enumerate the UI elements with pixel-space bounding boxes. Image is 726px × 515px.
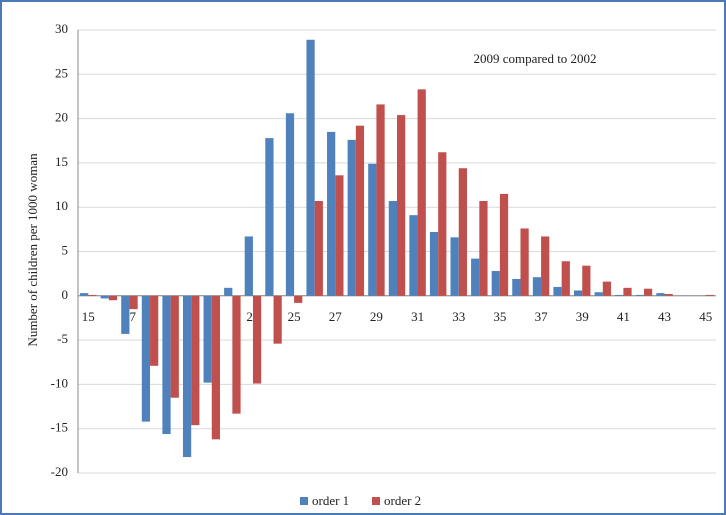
bar	[643, 288, 653, 296]
x-tick-label: 15	[82, 309, 95, 324]
bar	[224, 287, 233, 296]
y-tick-label: -5	[57, 331, 68, 346]
bar	[553, 286, 562, 296]
x-tick-label: 33	[452, 309, 465, 324]
bar	[170, 295, 179, 398]
legend-swatch	[372, 497, 380, 505]
bar	[129, 295, 138, 310]
bar	[335, 175, 344, 296]
bar	[532, 277, 542, 296]
bar	[80, 293, 89, 296]
bar	[664, 294, 673, 296]
bar	[162, 295, 171, 435]
y-tick-label: 30	[55, 21, 68, 36]
x-tick-label: 45	[699, 309, 712, 324]
bar	[141, 295, 151, 422]
bar	[88, 294, 97, 296]
bar	[376, 104, 385, 296]
x-tick-label: 31	[411, 309, 424, 324]
bar	[294, 295, 303, 303]
x-tick-label: 27	[329, 309, 343, 324]
y-tick-label: 10	[55, 198, 68, 213]
x-tick-label: 25	[288, 309, 301, 324]
bar	[491, 270, 500, 296]
y-tick-label: 15	[55, 154, 68, 169]
y-tick-label: -20	[51, 464, 68, 479]
bar	[397, 115, 406, 296]
y-tick-label: -10	[51, 375, 68, 390]
bar	[355, 125, 365, 296]
legend-label: order 2	[384, 493, 421, 508]
bar	[211, 295, 221, 440]
bar	[623, 287, 632, 296]
annotation: 2009 compared to 2002	[473, 51, 596, 66]
bar	[314, 200, 323, 296]
bar	[541, 236, 550, 296]
bar	[594, 292, 603, 296]
bar	[635, 294, 644, 296]
bar	[244, 236, 253, 296]
bar	[347, 139, 356, 296]
bar	[252, 295, 262, 384]
bar	[273, 295, 282, 344]
bar	[582, 265, 591, 296]
bar	[182, 295, 192, 458]
bar	[450, 237, 459, 296]
bar	[265, 138, 274, 296]
x-tick-label: 29	[370, 309, 383, 324]
bar	[520, 228, 529, 296]
bar	[232, 295, 241, 414]
bar	[615, 294, 624, 296]
bar	[458, 168, 467, 296]
bar	[121, 295, 130, 334]
x-tick-label: 39	[576, 309, 589, 324]
x-tick-label: 43	[658, 309, 671, 324]
bar	[388, 200, 397, 296]
x-tick-label: 41	[617, 309, 630, 324]
y-tick-label: 20	[55, 110, 68, 125]
y-tick-label: 25	[55, 65, 68, 80]
bar	[471, 258, 480, 296]
bar	[285, 113, 295, 296]
x-tick-label: 37	[535, 309, 549, 324]
bar	[306, 39, 315, 296]
y-tick-label: 0	[62, 287, 69, 302]
bar	[100, 295, 109, 299]
legend-swatch	[300, 497, 308, 505]
bar	[656, 293, 665, 296]
bar	[479, 200, 488, 296]
bar	[409, 215, 418, 296]
bar	[573, 290, 583, 296]
bar	[499, 193, 509, 296]
bar	[429, 232, 439, 296]
bar	[705, 294, 714, 296]
bar	[191, 295, 200, 426]
bar	[203, 295, 212, 383]
y-tick-label: 5	[62, 242, 69, 257]
bar	[368, 163, 377, 296]
legend-label: order 1	[312, 493, 349, 508]
x-tick-label: 35	[493, 309, 506, 324]
bar	[512, 278, 521, 296]
bar	[108, 295, 118, 301]
bar	[150, 295, 159, 366]
y-tick-label: -15	[51, 420, 68, 435]
y-axis-label: Number of children per 1000 woman	[25, 153, 40, 347]
bar	[417, 89, 426, 296]
bar	[327, 131, 336, 296]
bar	[602, 281, 612, 296]
bar	[561, 261, 570, 296]
bar	[438, 152, 447, 296]
